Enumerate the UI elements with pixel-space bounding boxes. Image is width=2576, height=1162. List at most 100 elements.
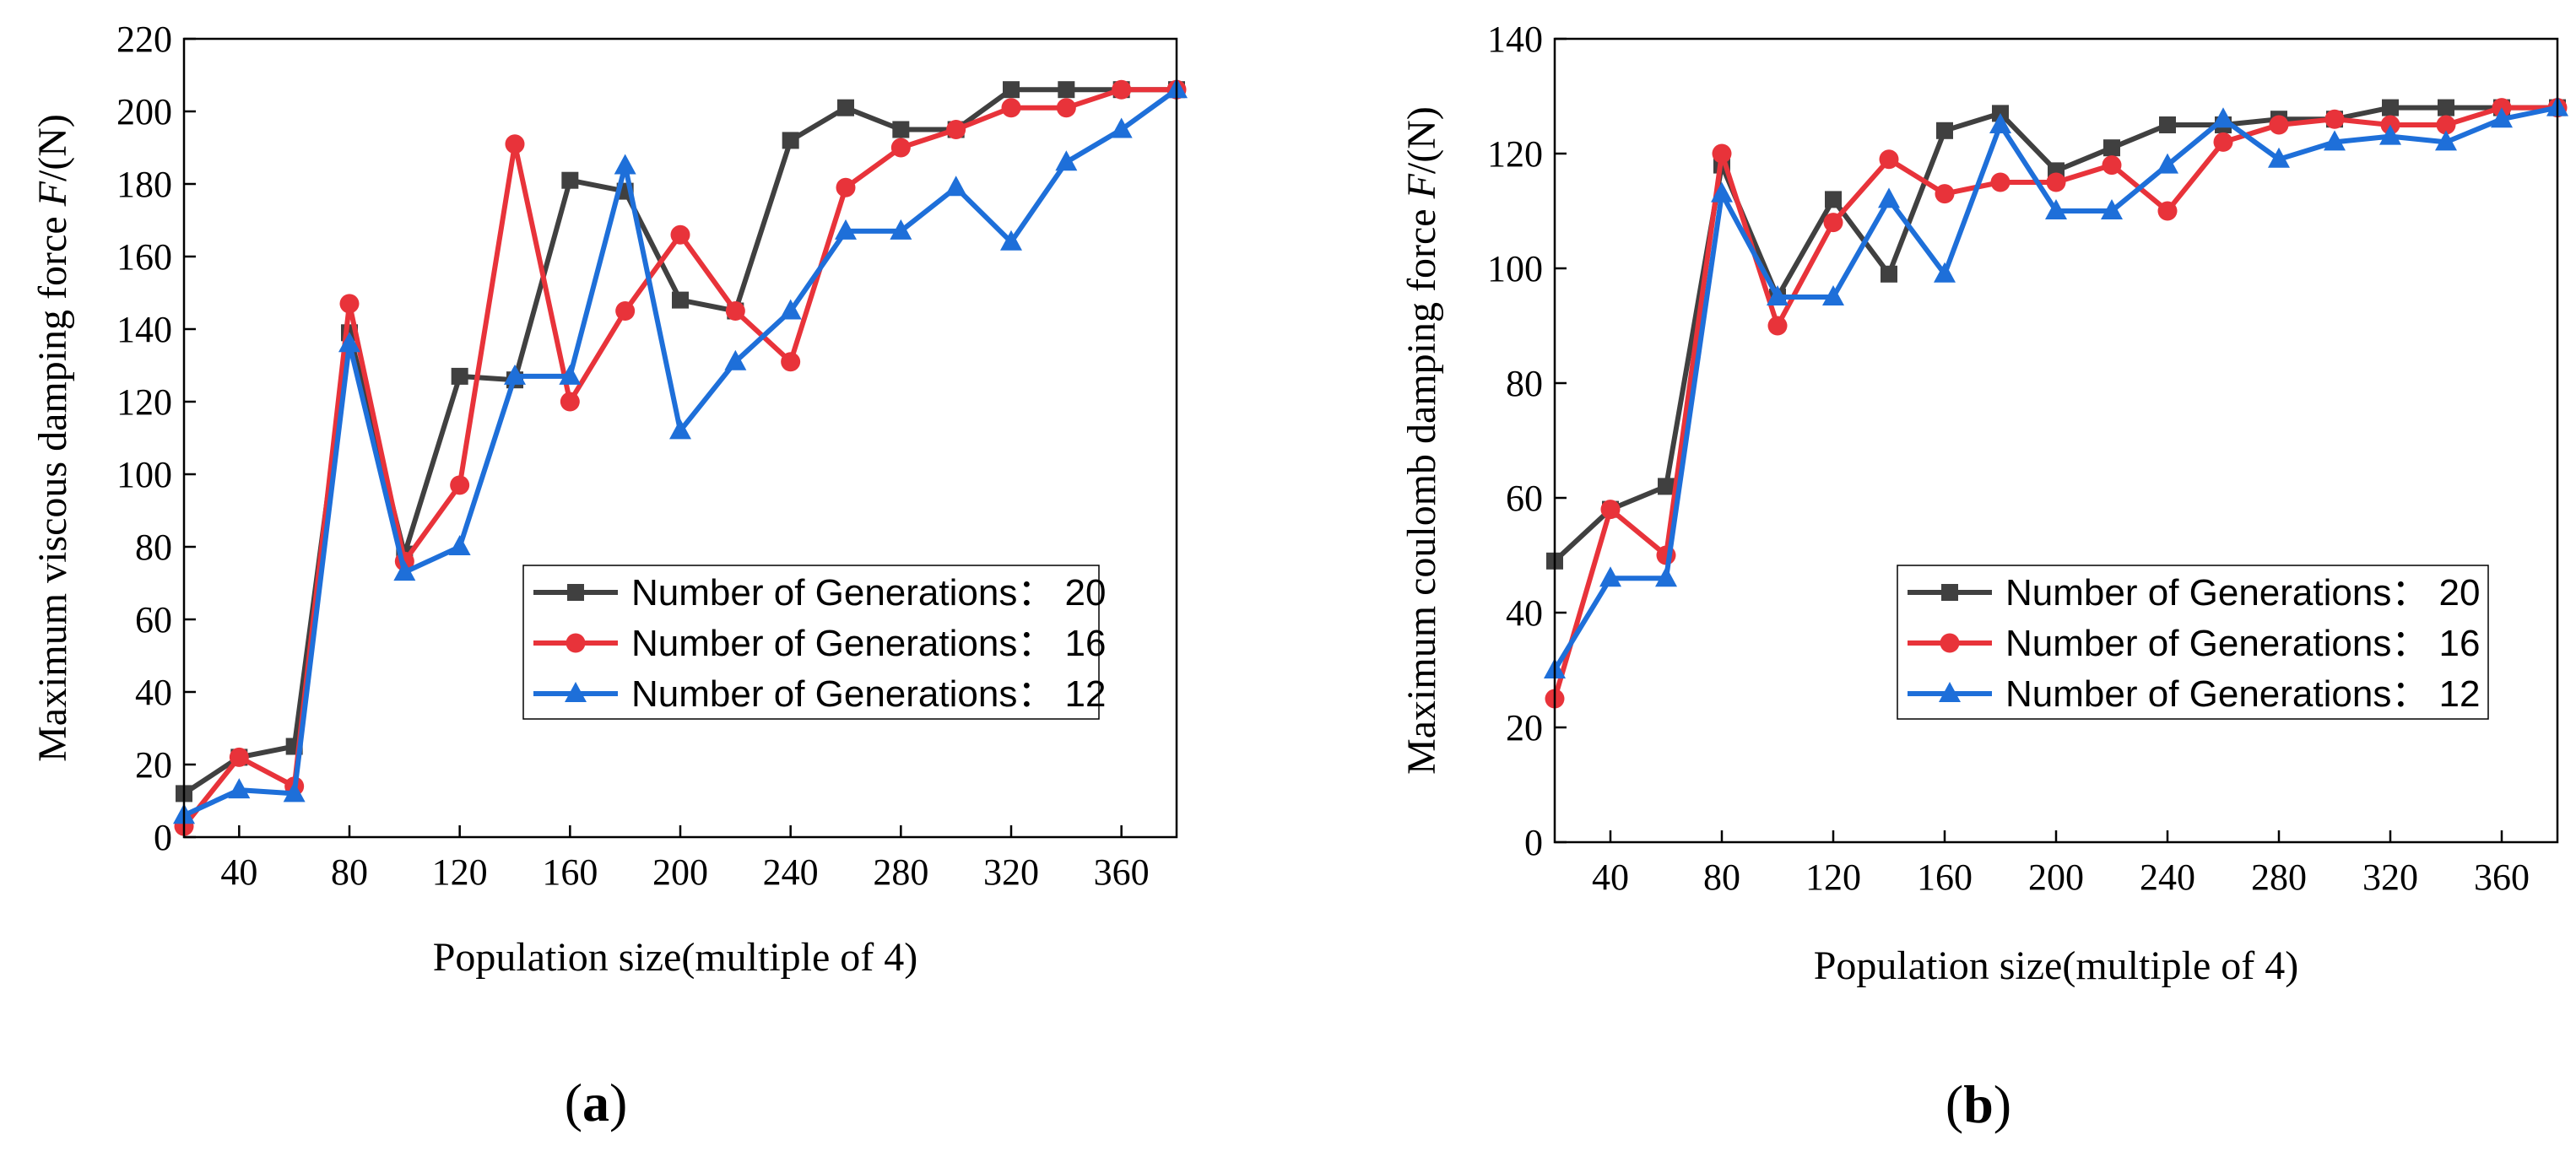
- y-axis-title-symbol: F: [30, 181, 75, 207]
- data-point: [2324, 130, 2346, 151]
- data-point: [2436, 115, 2456, 135]
- data-point: [1112, 79, 1132, 100]
- data-point: [1881, 265, 1897, 283]
- data-point: [504, 364, 526, 385]
- x-tick-label: 80: [1703, 857, 1740, 898]
- data-point: [1110, 117, 1133, 138]
- panel-label-close: ): [609, 1073, 627, 1132]
- legend-label: Number of Generations： 16: [631, 623, 1107, 664]
- data-point: [724, 349, 747, 370]
- data-point: [283, 781, 306, 803]
- y-axis-title-prefix: Maximum coulomb damping force: [1399, 198, 1444, 775]
- legend-marker: [565, 682, 587, 702]
- legend-label: Number of Generations： 20: [631, 572, 1107, 613]
- legend-marker: [1939, 682, 1961, 702]
- data-point: [2269, 115, 2289, 135]
- data-point: [1767, 285, 1789, 305]
- y-tick-label: 80: [135, 527, 172, 568]
- data-point: [1712, 143, 1732, 164]
- legend-marker: [567, 584, 584, 601]
- x-tick-label: 40: [220, 851, 257, 893]
- x-tick-label: 200: [2028, 857, 2084, 898]
- panel-label-close: ): [1994, 1074, 2011, 1134]
- data-point: [1711, 181, 1733, 203]
- data-point: [725, 301, 745, 321]
- data-point: [1990, 172, 2010, 192]
- y-tick-label: 80: [1506, 363, 1543, 404]
- data-point: [1058, 81, 1075, 99]
- data-point: [2438, 99, 2454, 116]
- x-axis-title: Population size(multiple of 4): [433, 935, 918, 980]
- y-tick-label: 60: [1506, 478, 1543, 519]
- data-point: [339, 294, 360, 314]
- panel-label: (a): [565, 1073, 628, 1132]
- y-axis-title-prefix: Maximum viscous damping force: [30, 206, 75, 762]
- data-point: [890, 219, 912, 240]
- data-point: [2379, 124, 2401, 145]
- x-tick-label: 360: [2474, 857, 2530, 898]
- y-tick-label: 200: [116, 91, 172, 132]
- x-tick-label: 280: [873, 851, 928, 893]
- x-tick-label: 160: [542, 851, 598, 893]
- data-point: [229, 747, 249, 767]
- data-point: [559, 364, 582, 385]
- data-point: [615, 301, 636, 321]
- data-point: [944, 176, 967, 197]
- data-point: [2268, 147, 2290, 168]
- y-tick-label: 40: [1506, 592, 1543, 634]
- data-point: [1934, 262, 1956, 283]
- panel-label-open: (: [1946, 1074, 1963, 1134]
- y-tick-label: 0: [1524, 822, 1543, 863]
- y-tick-label: 100: [1487, 248, 1543, 289]
- data-point: [393, 560, 416, 581]
- y-axis-title-symbol: F: [1399, 173, 1444, 199]
- x-tick-label: 360: [1094, 851, 1150, 893]
- data-point: [2101, 199, 2123, 219]
- x-tick-label: 240: [2140, 857, 2195, 898]
- data-point: [1658, 478, 1675, 495]
- data-point: [1825, 191, 1842, 208]
- data-point: [2382, 99, 2399, 116]
- legend-box: [522, 565, 1100, 720]
- data-point: [560, 392, 580, 412]
- data-point: [1822, 285, 1844, 305]
- y-tick-label: 220: [116, 19, 172, 60]
- chart-panel-b: 40 80 120 160 200 240 280 320 360 0 20 40 60 80 100 120…: [1399, 19, 2568, 1134]
- data-point: [2045, 199, 2067, 219]
- panel-label: (b): [1946, 1074, 2011, 1134]
- legend-box: [1897, 565, 2489, 720]
- x-tick-label: 240: [763, 851, 819, 893]
- legend-label: Number of Generations： 20: [2005, 572, 2481, 613]
- x-tick-label: 320: [983, 851, 1039, 893]
- data-point: [2157, 201, 2178, 221]
- x-tick-label: 40: [1592, 857, 1629, 898]
- panel-label-open: (: [565, 1073, 582, 1132]
- legend: Number of Generations： 20 Number of Gener…: [522, 565, 1107, 720]
- chart-panel-a: 40 80 120 160 200 240 280 320 360 0 20 40 60 80 100 120…: [30, 19, 1188, 1132]
- data-point: [1600, 500, 1621, 520]
- series-group: [1544, 95, 2568, 709]
- x-tick-label: 120: [1805, 857, 1861, 898]
- x-axis-title: Population size(multiple of 4): [1814, 943, 2299, 988]
- data-point: [837, 99, 854, 116]
- data-point: [1767, 316, 1788, 336]
- legend-marker: [1940, 633, 1960, 653]
- legend-label: Number of Generations： 12: [631, 673, 1107, 715]
- y-tick-label: 160: [116, 236, 172, 278]
- data-point: [1879, 149, 1899, 170]
- data-point: [781, 352, 801, 372]
- data-point: [1055, 150, 1078, 171]
- data-point: [1001, 98, 1021, 118]
- data-point: [338, 332, 360, 353]
- x-tick-label: 280: [2251, 857, 2307, 898]
- legend-label: Number of Generations： 12: [2005, 673, 2481, 715]
- data-point: [890, 138, 911, 158]
- data-point: [1823, 213, 1843, 233]
- data-point: [2046, 172, 2066, 192]
- data-point: [1000, 230, 1022, 251]
- data-point: [228, 778, 251, 799]
- data-point: [2212, 107, 2234, 128]
- data-point: [1599, 566, 1621, 587]
- panel-label-letter: a: [582, 1073, 609, 1132]
